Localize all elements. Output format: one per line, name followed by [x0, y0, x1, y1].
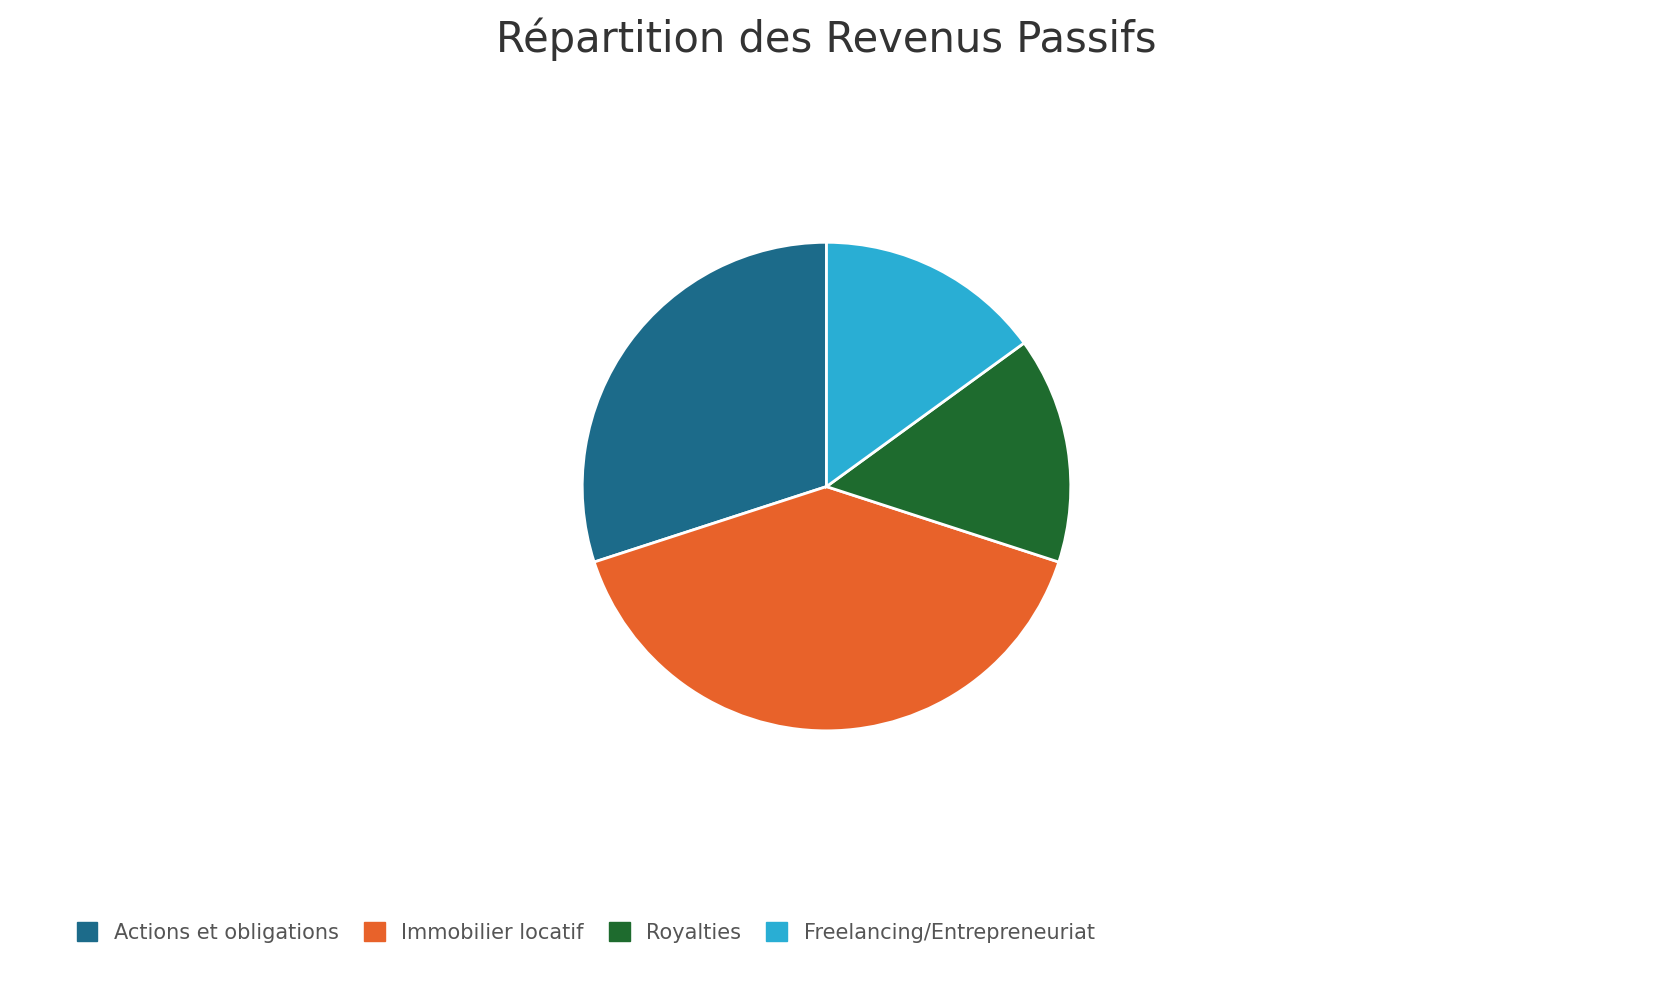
Wedge shape — [593, 487, 1060, 731]
Legend: Actions et obligations, Immobilier locatif, Royalties, Freelancing/Entrepreneuri: Actions et obligations, Immobilier locat… — [76, 922, 1094, 943]
Wedge shape — [826, 242, 1025, 487]
Wedge shape — [826, 343, 1071, 562]
Wedge shape — [582, 242, 826, 562]
Title: Répartition des Revenus Passifs: Répartition des Revenus Passifs — [496, 17, 1157, 61]
